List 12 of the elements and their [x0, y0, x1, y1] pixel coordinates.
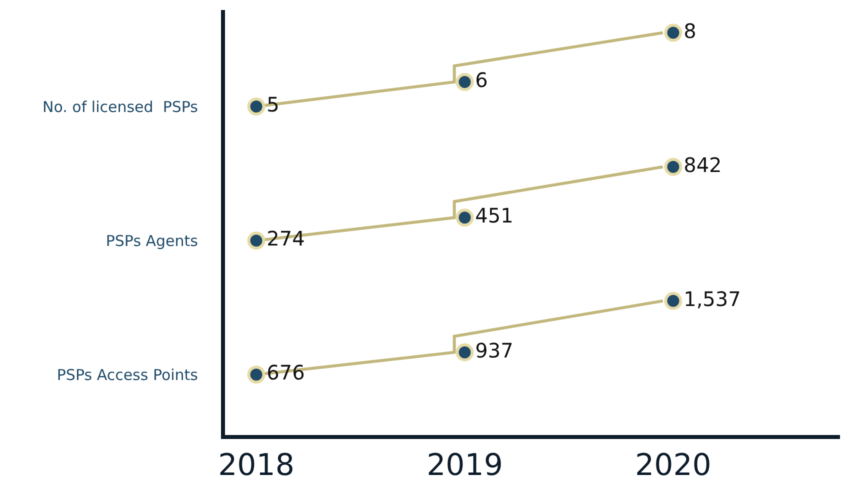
data-label: 842 [684, 152, 722, 177]
data-label: 6 [475, 68, 488, 92]
category-label: 2018 [218, 448, 294, 483]
legend-label: PSPs Agents [106, 232, 198, 250]
data-label: 1,537 [684, 286, 741, 311]
legend-label: PSPs Access Points [56, 366, 198, 384]
category-label: 2020 [635, 448, 712, 483]
category-label: 2019 [426, 448, 503, 483]
data-label: 8 [684, 18, 696, 43]
legend-label: No. of licensed PSPs [42, 98, 198, 116]
data-label: 451 [475, 204, 514, 228]
data-label: 937 [475, 338, 514, 362]
